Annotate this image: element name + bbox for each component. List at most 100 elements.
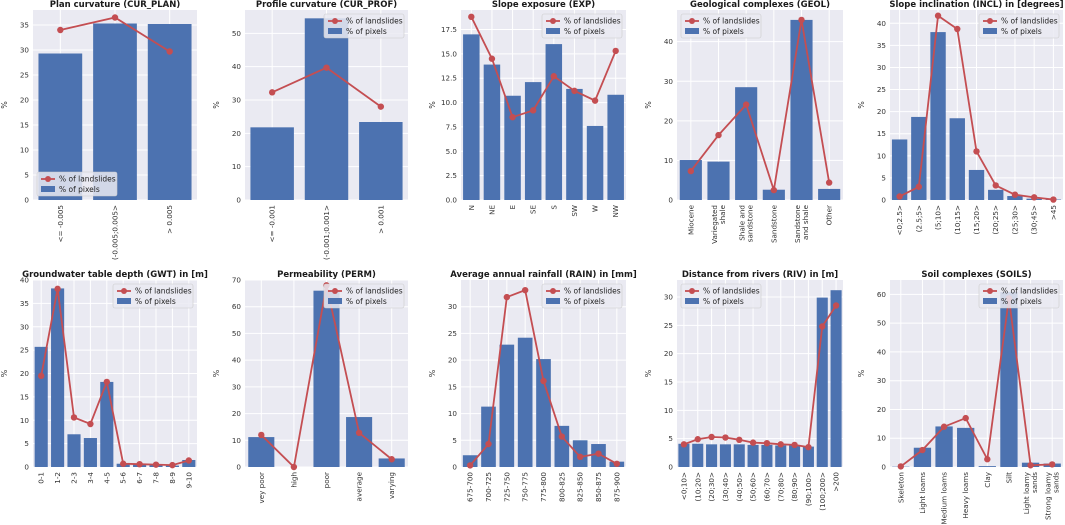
x-tick-label-line: (-0.005;0.005> <box>111 205 120 260</box>
y-tick-label: 15 <box>20 392 29 401</box>
x-tick-label-line: Sandstone <box>793 204 802 243</box>
x-tick-label-4: (40;50> <box>735 472 744 502</box>
legend-box <box>680 283 762 309</box>
x-tick-label-3: SE <box>529 205 538 215</box>
landslide-point-7 <box>595 450 602 457</box>
bar-5 <box>988 189 1004 200</box>
landslide-point-7 <box>152 461 160 468</box>
landslide-point-0 <box>468 13 475 21</box>
bar-11 <box>830 290 842 467</box>
y-tick-label: 15 <box>664 378 673 387</box>
bar-3 <box>517 337 533 467</box>
x-tick-label-0: 675-700 <box>466 472 475 502</box>
y-tick-label: 40 <box>20 276 30 285</box>
x-tick-label-4: varying <box>387 472 396 499</box>
landslide-point-5 <box>749 439 757 446</box>
x-tick-label-1: (2.5;5> <box>914 205 923 232</box>
y-tick-label: 10 <box>877 151 887 160</box>
y-tick-label: 20 <box>664 349 674 358</box>
y-tick-label: 10 <box>20 146 30 155</box>
x-tick-label-0: <0;2.5> <box>895 205 904 235</box>
x-tick-label-2: > 0.005 <box>165 205 174 234</box>
x-tick-label-3: 750-775 <box>521 472 530 502</box>
chart-panel-2: 0.0 2.5 5.0 7.5 10.0 12.5 15.0 17.5 N NE E SE S SW W NW… <box>428 0 626 217</box>
bar-4 <box>790 19 813 201</box>
legend: % of landslides% of pixels <box>323 13 405 39</box>
x-tick-label-8: 875-900 <box>612 472 621 502</box>
x-tick-label-6: 825-850 <box>576 472 585 502</box>
legend-box <box>36 171 118 197</box>
x-tick-label-line: > 0.005 <box>165 205 174 234</box>
x-tick-label-0: Skeleton <box>896 472 905 503</box>
y-axis-label: % <box>644 369 653 377</box>
x-tick-label-1: 700-725 <box>484 472 493 502</box>
landslide-point-3 <box>355 429 363 437</box>
x-tick-label-7: 850-875 <box>594 472 603 502</box>
chart-title: Slope exposure (EXP) <box>492 0 595 10</box>
bar-3 <box>949 118 965 200</box>
x-tick-label-line: (60;70> <box>762 472 771 502</box>
bar-4 <box>733 444 745 467</box>
plot-area <box>890 280 1063 467</box>
landslide-point-4 <box>103 378 111 386</box>
x-tick-label-line: 2-3 <box>70 472 79 484</box>
legend-bar-swatch <box>41 186 55 192</box>
legend-marker-swatch <box>689 288 695 294</box>
landslide-point-3 <box>529 107 537 114</box>
y-axis-label: % <box>857 101 866 109</box>
x-tick-label-line: Medium loams <box>940 472 949 525</box>
x-tick-label-4: Sandstoneand shale <box>793 204 810 243</box>
x-tick-label-line: W <box>591 205 600 212</box>
landslide-point-2 <box>742 101 750 108</box>
legend-marker-swatch <box>121 288 127 294</box>
y-tick-label: 30 <box>664 77 674 86</box>
x-tick-label-line: Heavy loams <box>961 472 970 519</box>
y-tick-label: 70 <box>232 276 242 285</box>
y-tick-label: 0 <box>881 463 886 472</box>
y-tick-label: 17.5 <box>441 25 457 34</box>
landslide-point-1 <box>488 55 496 62</box>
legend: % of landslides% of pixels <box>541 283 623 309</box>
legend-label-landslides: % of landslides <box>346 287 403 296</box>
legend-box <box>541 283 623 309</box>
legend-bar-swatch <box>546 298 560 304</box>
x-tick-label-line: 9-10 <box>184 472 193 489</box>
landslide-point-8 <box>169 461 176 469</box>
x-tick-label-8: (80;90> <box>790 472 799 502</box>
x-tick-label-line: poor <box>322 472 331 488</box>
x-tick-label-line: vey poor <box>257 472 266 504</box>
x-tick-label-1: (10;20> <box>693 472 702 502</box>
landslide-point-2 <box>509 113 516 121</box>
x-tick-label-line: 875-900 <box>612 472 621 502</box>
y-tick-label: 30 <box>232 96 242 105</box>
y-tick-label: 25 <box>877 85 886 94</box>
legend-label-landslides: % of landslides <box>564 17 621 26</box>
y-tick-label: 25 <box>448 329 457 338</box>
y-tick-label: 0.0 <box>446 196 458 205</box>
bar-4 <box>978 466 996 467</box>
legend-label-pixels: % of pixels <box>346 27 387 36</box>
chart-panel-8: 0 5 10 15 20 25 30 <0;10> (10;20> (20;30> (30;40> (… <box>644 270 843 511</box>
x-tick-label-0: <= -0.001 <box>268 205 277 243</box>
y-tick-label: 40 <box>877 19 887 28</box>
x-tick-label-7: NW <box>611 205 620 217</box>
landslide-point-2 <box>503 293 511 301</box>
x-tick-label-6: 6-7 <box>135 472 144 484</box>
legend-marker-swatch <box>689 18 695 24</box>
y-tick-label: 15 <box>877 129 886 138</box>
landslide-point-10 <box>819 323 826 330</box>
x-tick-label-line: 3-4 <box>86 472 95 484</box>
y-tick-label: 25 <box>664 321 673 330</box>
landslide-point-1 <box>715 131 722 139</box>
landslide-point-1 <box>54 285 61 293</box>
bar-1 <box>911 116 927 200</box>
x-tick-label-line: 775-800 <box>539 472 548 502</box>
x-tick-label-0: <0;10> <box>679 472 688 500</box>
y-tick-label: 0 <box>236 463 241 472</box>
y-tick-label: 0 <box>24 196 29 205</box>
x-tick-label-6: Light loamysands <box>1022 471 1039 514</box>
x-tick-label-1: (-0.001;0.001> <box>322 205 331 260</box>
legend-marker-swatch <box>550 18 556 24</box>
legend-bar-swatch <box>328 28 342 34</box>
